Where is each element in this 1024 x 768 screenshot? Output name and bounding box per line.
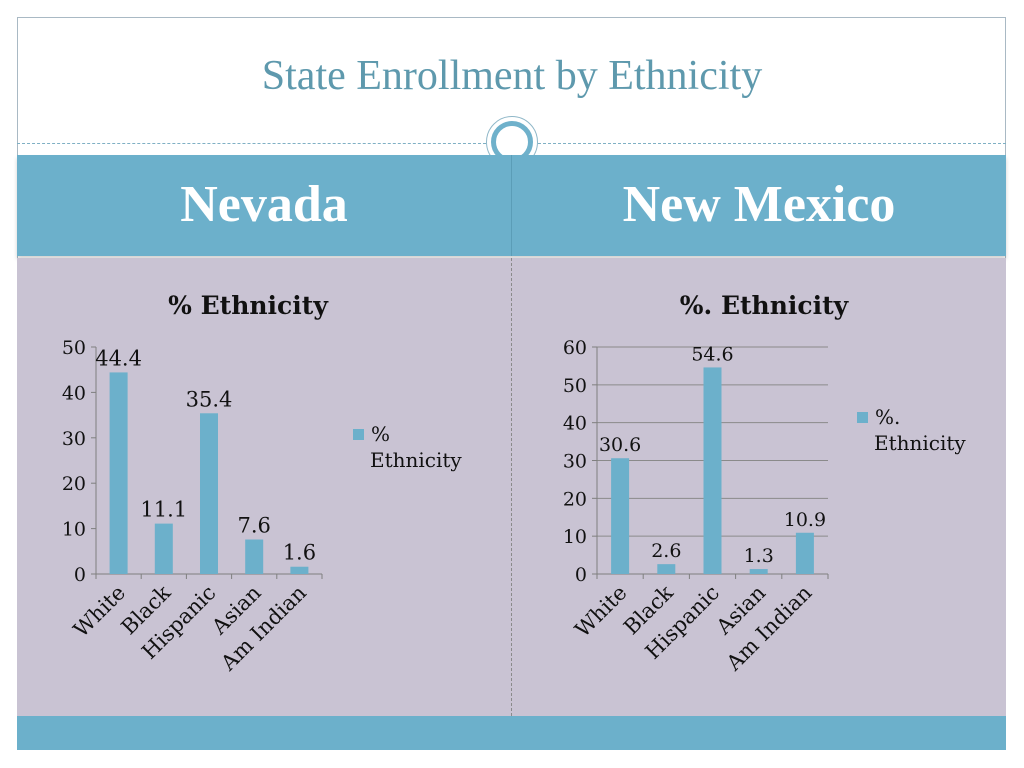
new-mexico-bar-white [611,458,630,574]
new-mexico-legend-label-line: Ethnicity [874,431,966,455]
new-mexico-y-tick-label: 60 [563,337,587,359]
footer-band [17,716,1006,750]
new-mexico-legend-label: %. Ethnicity [874,405,966,455]
nevada-legend-label-line: Ethnicity [370,448,462,472]
nevada-y-tick-label: 30 [62,428,86,450]
nevada-chart-title: % Ethnicity [168,291,329,320]
nevada-data-label: 1.6 [283,541,316,565]
slide-title: State Enrollment by Ethnicity [261,53,763,99]
new-mexico-ethnicity-chart: %. Ethnicity010203040506030.6White2.6Bla… [563,291,967,676]
new-mexico-chart-title: %. Ethnicity [680,291,850,320]
content-column-divider [511,258,512,716]
nevada-data-label: 44.4 [95,346,142,370]
new-mexico-data-label: 1.3 [744,545,774,567]
new-mexico-y-tick-label: 10 [563,526,587,548]
nevada-bar-black [154,523,173,574]
nevada-y-tick-label: 10 [62,519,86,541]
title-divider-left [17,143,486,144]
new-mexico-data-label: 30.6 [599,434,641,456]
right-state-heading: New Mexico [622,176,896,233]
new-mexico-y-tick-label: 40 [563,413,587,435]
new-mexico-bar-am-indian [795,532,814,574]
new-mexico-data-label: 2.6 [651,540,681,562]
nevada-y-tick-label: 40 [62,382,86,404]
nevada-data-label: 11.1 [140,498,187,522]
nevada-category-label: White [69,581,130,642]
new-mexico-data-label: 54.6 [691,343,733,365]
new-mexico-y-tick-label: 50 [563,375,587,397]
nevada-legend-label-line: % [371,422,390,446]
new-mexico-bar-hispanic [703,367,722,574]
nevada-legend-label: % Ethnicity [370,422,462,472]
title-divider-right [538,143,1006,144]
new-mexico-y-tick-label: 30 [563,451,587,473]
new-mexico-category-label: White [570,581,631,642]
nevada-data-label: 7.6 [237,513,270,537]
nevada-data-label: 35.4 [186,387,233,411]
new-mexico-legend-label-line: %. [875,405,900,429]
new-mexico-data-label: 10.9 [784,509,826,531]
nevada-y-tick-label: 0 [74,564,86,586]
header-column-divider [511,155,512,256]
new-mexico-bar-black [657,564,676,574]
nevada-y-tick-label: 50 [62,337,86,359]
nevada-legend-swatch [353,429,364,440]
nevada-bar-white [109,372,128,574]
nevada-bar-hispanic [200,413,218,574]
nevada-y-tick-label: 20 [62,473,86,495]
new-mexico-y-tick-label: 20 [563,488,587,510]
left-state-heading: Nevada [180,176,348,233]
nevada-bar-asian [245,539,264,574]
new-mexico-y-tick-label: 0 [575,564,587,586]
new-mexico-legend-swatch [857,412,868,423]
nevada-bar-am-indian [290,566,309,574]
new-mexico-bar-asian [749,569,768,574]
